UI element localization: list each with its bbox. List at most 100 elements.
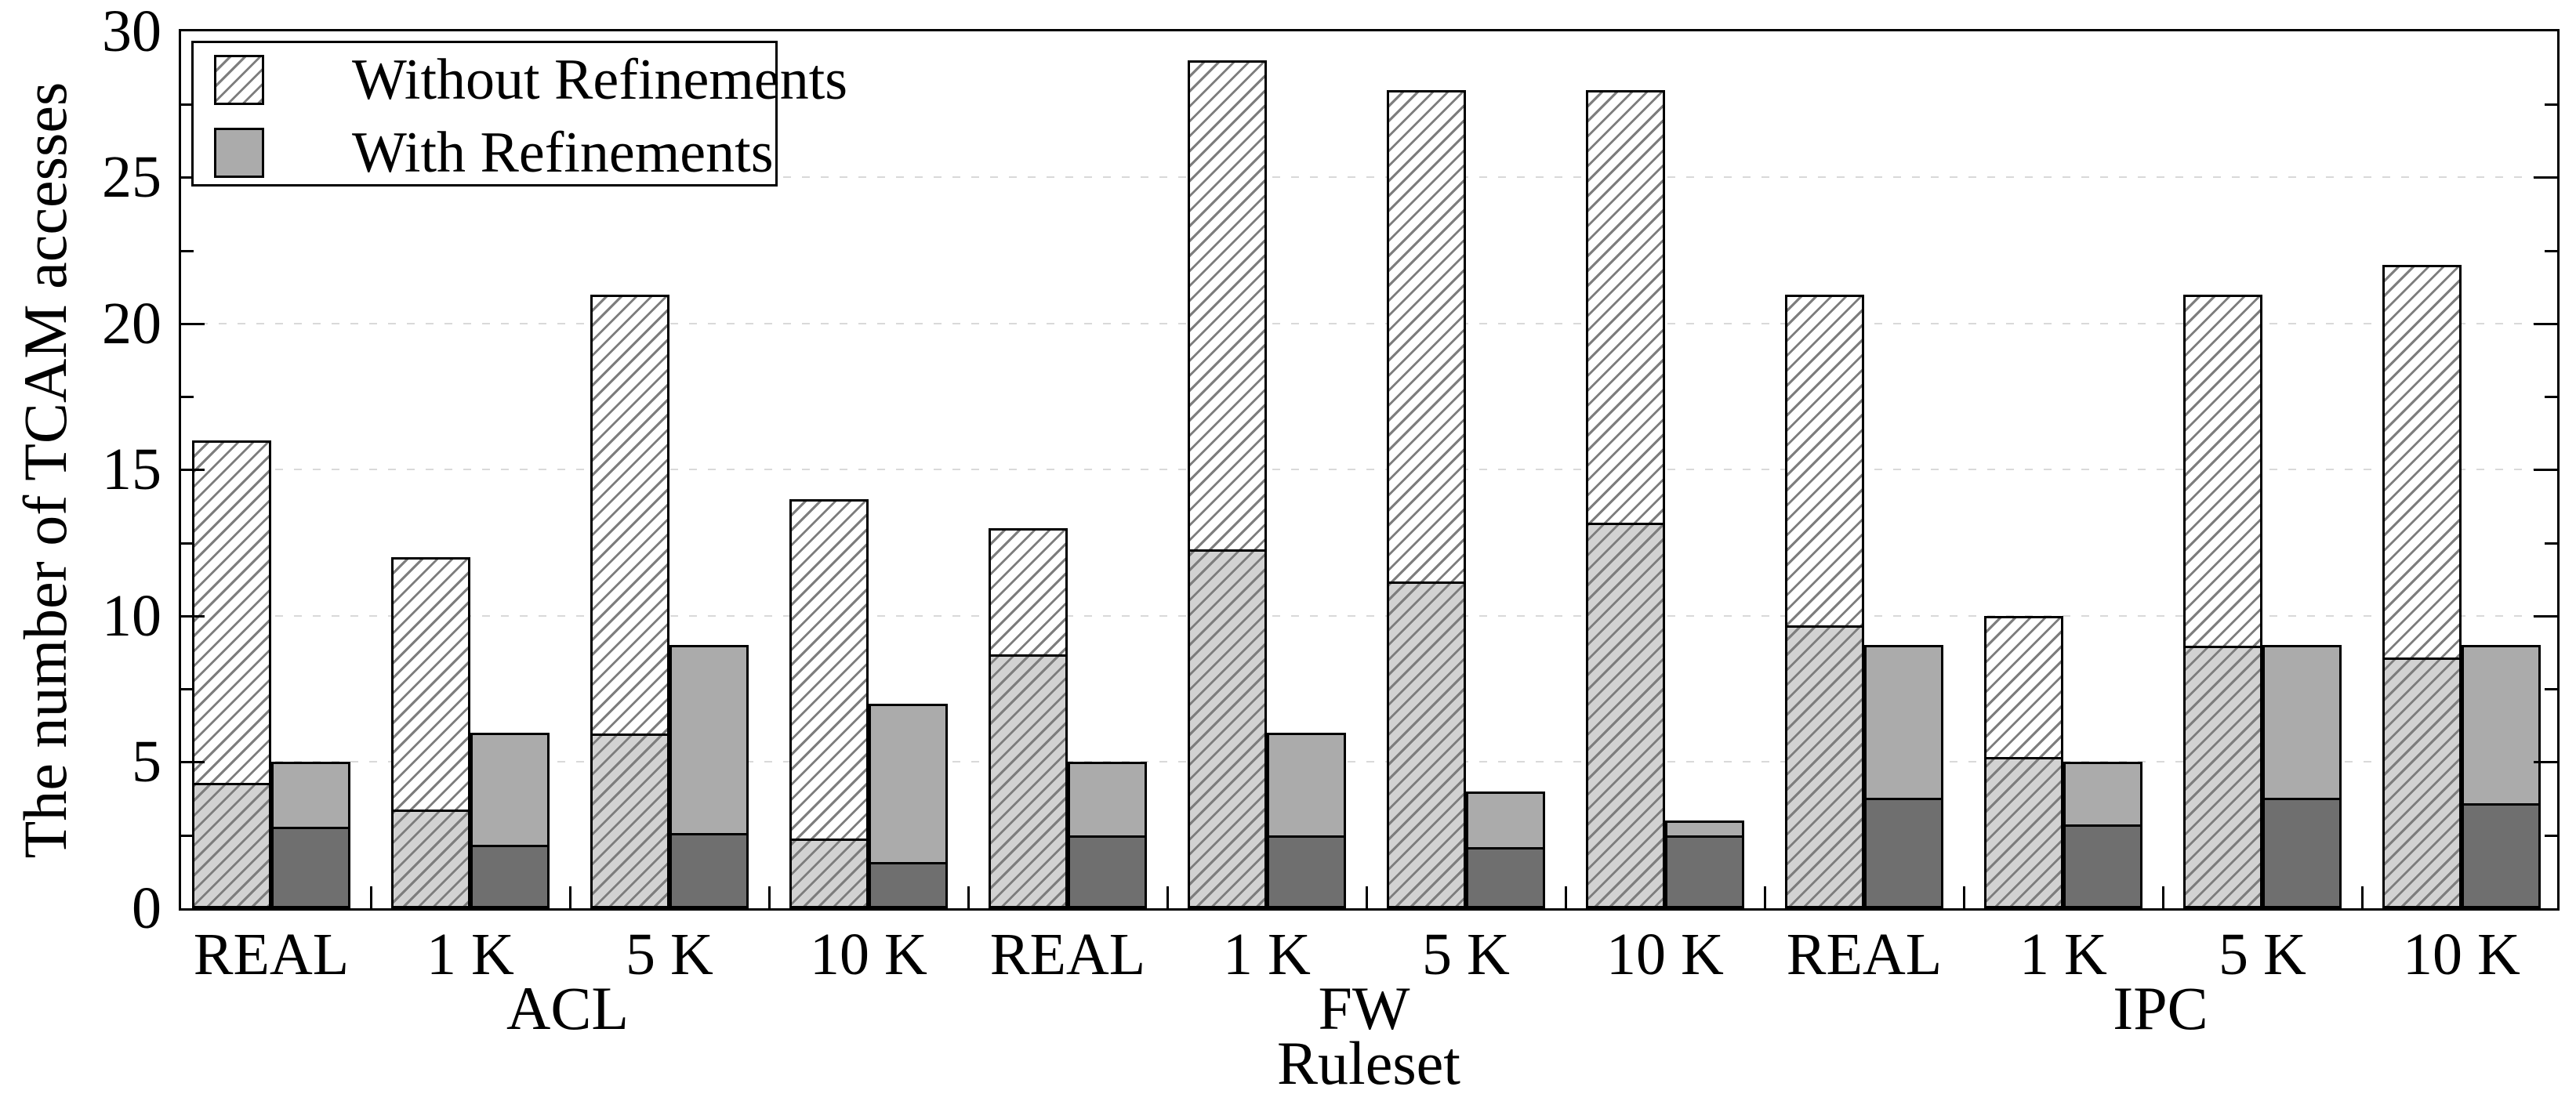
x-tick-label-ipc-real: REAL <box>1786 922 1943 987</box>
segment-divider <box>593 734 667 736</box>
y-minor-tick-left-22.5 <box>181 250 194 252</box>
bar-without-refinements-fw-1k <box>1188 60 1267 908</box>
segment-divider <box>1269 835 1344 838</box>
y-major-tick-right-5 <box>2534 761 2557 763</box>
x-tick-2 <box>768 886 771 908</box>
segment-divider <box>194 783 269 785</box>
x-tick-label-fw-10k: 10 K <box>1606 922 1724 987</box>
segment-divider <box>1667 835 1742 838</box>
y-tick-label-5: 5 <box>132 729 161 795</box>
bar-with-refinements-acl-5k <box>669 645 749 908</box>
segment-divider <box>1389 581 1464 584</box>
bar-without-refinements-fw-10k <box>1586 90 1665 908</box>
y-major-tick-left-20 <box>181 323 205 325</box>
bar-with-refinements-acl-real <box>271 762 350 908</box>
segment-divider <box>2265 798 2339 800</box>
bar-with-refinements-ipc-real <box>1864 645 1943 908</box>
bar-with-refinements-fw-10k <box>1665 820 1744 908</box>
x-tick-5 <box>1366 886 1368 908</box>
segment-divider <box>792 839 866 841</box>
bar-without-refinements-acl-real <box>192 440 271 908</box>
segment-divider <box>1787 625 1862 628</box>
segment-divider <box>2066 824 2140 827</box>
segment-divider <box>672 833 746 835</box>
bar-with-refinements-fw-1k <box>1267 733 1346 908</box>
segment-divider <box>274 827 348 829</box>
bar-without-refinements-ipc-5k <box>2183 295 2262 908</box>
x-tick-6 <box>1565 886 1567 908</box>
y-tick-label-10: 10 <box>102 583 161 649</box>
segment-divider <box>2186 646 2260 648</box>
bar-with-refinements-ipc-5k <box>2262 645 2342 908</box>
x-tick-0 <box>370 886 372 908</box>
y-major-tick-right-10 <box>2534 615 2557 618</box>
bar-without-refinements-acl-5k <box>590 295 669 908</box>
y-minor-tick-right-27.5 <box>2545 103 2557 106</box>
group-label-fw: FW <box>1318 974 1410 1042</box>
bar-with-refinements-fw-real <box>1068 762 1147 908</box>
x-tick-8 <box>1963 886 1965 908</box>
y-major-tick-left-5 <box>181 761 205 763</box>
y-major-tick-right-15 <box>2534 469 2557 471</box>
y-major-tick-right-25 <box>2534 176 2557 179</box>
segment-divider <box>2385 657 2459 660</box>
y-tick-label-20: 20 <box>102 291 161 357</box>
x-tick-9 <box>2162 886 2164 908</box>
gridline-25 <box>181 176 2557 178</box>
x-axis-title: Ruleset <box>1277 1029 1460 1094</box>
x-tick-7 <box>1764 886 1766 908</box>
y-minor-tick-right-12.5 <box>2545 542 2557 545</box>
bar-with-refinements-acl-10k <box>869 704 948 908</box>
segment-divider <box>394 810 468 812</box>
y-minor-tick-left-27.5 <box>181 103 194 106</box>
bar-with-refinements-ipc-1k <box>2063 762 2142 908</box>
y-minor-tick-right-17.5 <box>2545 396 2557 398</box>
y-minor-tick-left-2.5 <box>181 835 194 837</box>
segment-divider <box>2464 803 2538 806</box>
gridline-15 <box>181 469 2557 470</box>
segment-divider <box>991 654 1065 657</box>
y-tick-label-25: 25 <box>102 144 161 210</box>
y-tick-label-30: 30 <box>102 0 161 64</box>
group-label-acl: ACL <box>506 974 629 1042</box>
plot-area <box>179 29 2560 911</box>
segment-divider <box>473 845 547 847</box>
bar-without-refinements-ipc-real <box>1785 295 1864 908</box>
x-tick-label-fw-1k: 1 K <box>1223 922 1311 987</box>
y-minor-tick-left-17.5 <box>181 396 194 398</box>
x-tick-label-acl-5k: 5 K <box>626 922 713 987</box>
x-tick-label-fw-5k: 5 K <box>1422 922 1510 987</box>
segment-divider <box>1070 835 1145 838</box>
bar-without-refinements-fw-real <box>989 528 1068 908</box>
x-tick-10 <box>2361 886 2364 908</box>
legend-label: Without Refinements <box>352 47 848 112</box>
y-tick-label-15: 15 <box>102 437 161 502</box>
x-tick-1 <box>569 886 571 908</box>
x-tick-label-acl-real: REAL <box>193 922 350 987</box>
bar-without-refinements-acl-10k <box>789 499 869 908</box>
legend-item-without-refinements: Without Refinements <box>194 43 847 116</box>
legend: Without Refinements With Refinements <box>191 41 847 187</box>
segment-divider <box>1468 847 1543 849</box>
bar-without-refinements-acl-1k <box>391 557 470 908</box>
x-tick-4 <box>1166 886 1169 908</box>
x-tick-3 <box>967 886 970 908</box>
bar-without-refinements-fw-5k <box>1387 90 1466 908</box>
segment-divider <box>1588 523 1663 525</box>
y-tick-label-0: 0 <box>132 875 161 941</box>
legend-label: With Refinements <box>352 120 774 185</box>
segment-divider <box>1867 798 1941 800</box>
y-minor-tick-right-7.5 <box>2545 688 2557 690</box>
x-tick-label-acl-1k: 1 K <box>426 922 514 987</box>
y-minor-tick-left-7.5 <box>181 688 194 690</box>
gridline-5 <box>181 761 2557 763</box>
segment-divider <box>1190 549 1264 552</box>
bar-without-refinements-ipc-1k <box>1984 616 2063 908</box>
bar-with-refinements-acl-1k <box>470 733 550 908</box>
bar-with-refinements-ipc-10k <box>2462 645 2541 908</box>
y-major-tick-right-20 <box>2534 323 2557 325</box>
bar-with-refinements-fw-5k <box>1466 792 1545 908</box>
y-major-tick-left-15 <box>181 469 205 471</box>
y-minor-tick-right-2.5 <box>2545 835 2557 837</box>
